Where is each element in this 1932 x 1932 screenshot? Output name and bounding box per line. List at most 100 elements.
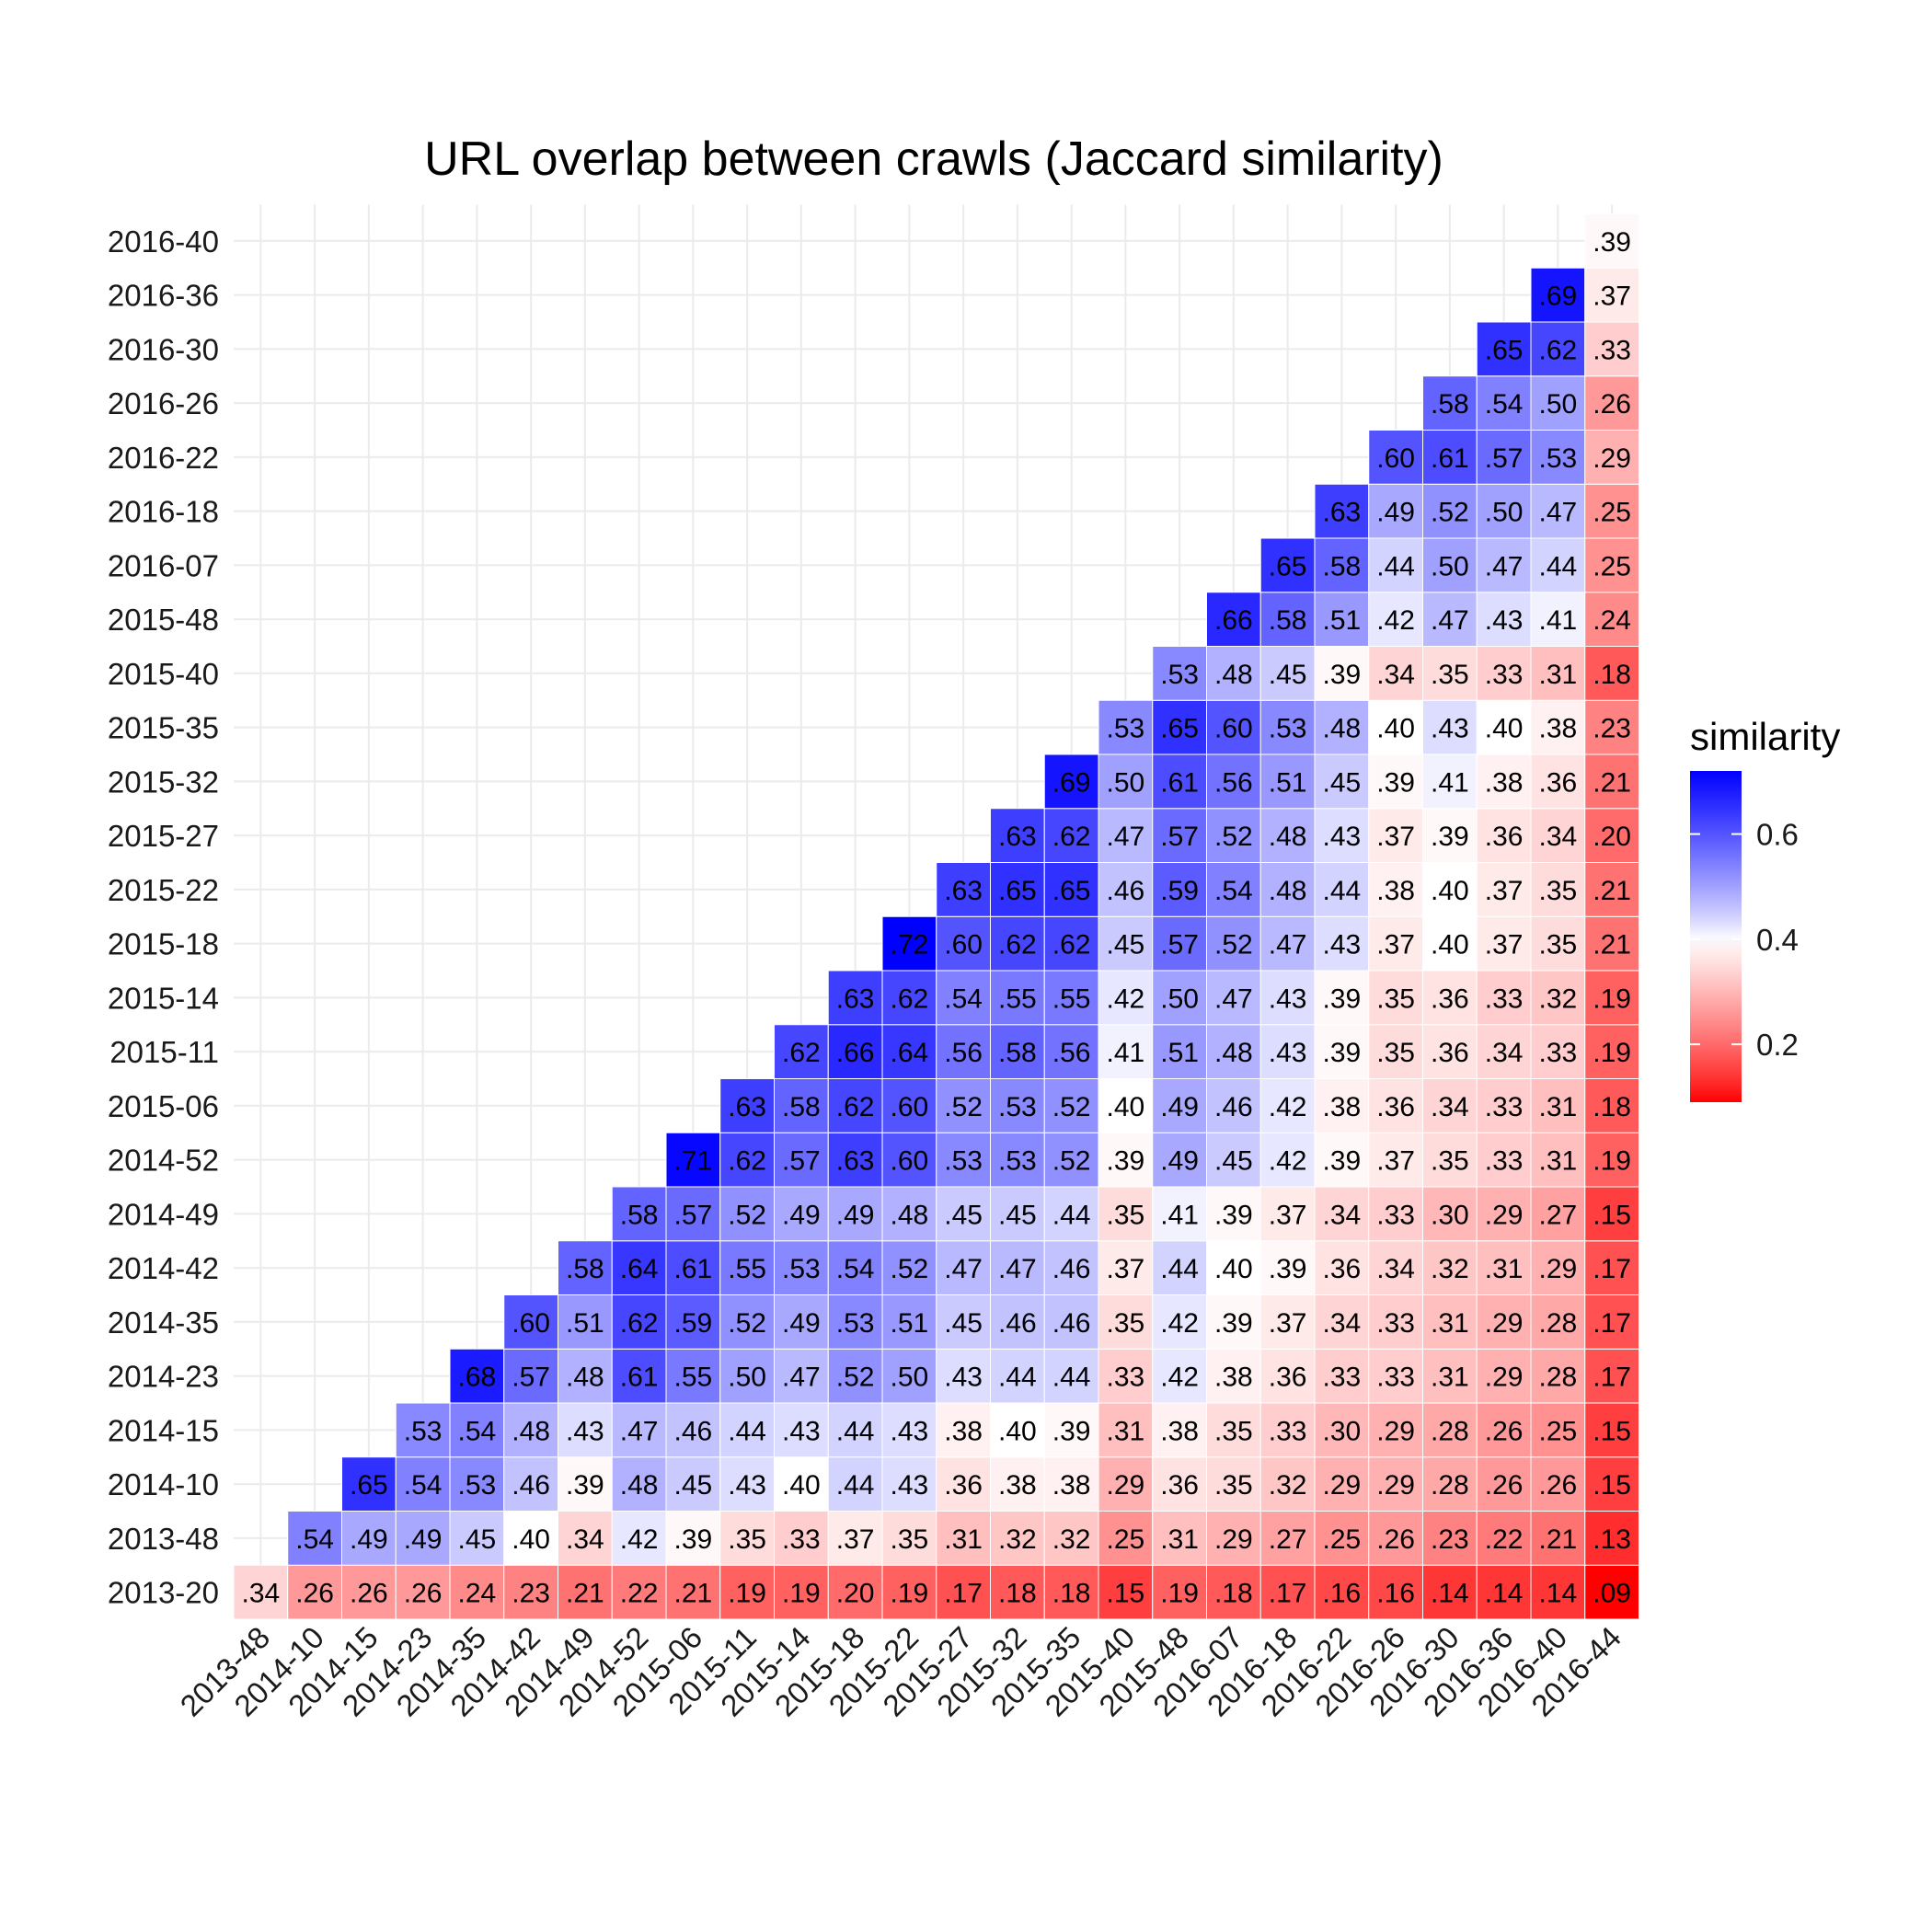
cell-value-label: .36	[1431, 1038, 1469, 1068]
cell-value-label: .29	[1539, 1254, 1578, 1284]
heatmap-cell	[1314, 646, 1370, 701]
cell-value-label: .26	[350, 1579, 388, 1609]
cell-value-label: .43	[566, 1416, 604, 1446]
heatmap-cell	[1152, 1294, 1207, 1350]
cell-value-label: .23	[1431, 1524, 1469, 1555]
cell-value-label: .47	[1539, 498, 1578, 528]
heatmap-cell	[936, 1456, 991, 1512]
cell-value-label: .32	[1539, 983, 1578, 1014]
cell-value-label: .52	[1052, 1092, 1091, 1122]
cell-value-label: .38	[1539, 714, 1578, 744]
heatmap-cell	[1476, 592, 1532, 647]
heatmap-cell	[1530, 267, 1586, 323]
heatmap-cell	[1368, 1024, 1423, 1079]
heatmap-cell	[827, 1078, 883, 1133]
cell-value-label: .22	[620, 1579, 659, 1609]
heatmap-cell	[1422, 1186, 1478, 1242]
heatmap-cell	[1152, 699, 1207, 755]
cell-value-label: .33	[1539, 1038, 1578, 1068]
cell-value-label: .15	[1593, 1200, 1631, 1230]
cell-value-label: .43	[728, 1470, 766, 1501]
y-tick-label: 2013-20	[108, 1576, 219, 1610]
heatmap-cell	[1259, 915, 1316, 972]
heatmap-cell	[1259, 1402, 1316, 1458]
cell-value-label: .20	[836, 1579, 875, 1609]
cell-value-label: .46	[1052, 1308, 1091, 1339]
cell-value-label: .28	[1539, 1308, 1578, 1339]
cell-value-label: .62	[782, 1038, 821, 1068]
cell-value-label: .36	[1539, 767, 1578, 798]
cell-value-label: .36	[1485, 822, 1524, 852]
heatmap-cell	[1043, 862, 1099, 917]
heatmap-cell	[1259, 1024, 1316, 1079]
heatmap-cell	[990, 1294, 1045, 1350]
cell-value-label: .53	[1107, 714, 1145, 744]
cell-value-label: .48	[1214, 1038, 1253, 1068]
cell-value-label: .37	[1376, 822, 1415, 852]
heatmap-cell	[1530, 1186, 1586, 1242]
heatmap-cell	[1584, 1348, 1639, 1404]
heatmap-cell	[1422, 915, 1478, 972]
heatmap-cell	[1259, 1294, 1316, 1350]
cell-value-label: .33	[782, 1524, 821, 1555]
heatmap-cell	[1476, 646, 1532, 701]
cell-value-label: .44	[1052, 1200, 1091, 1230]
heatmap-cell	[1043, 1078, 1099, 1133]
heatmap-cell	[1206, 1240, 1261, 1295]
heatmap-cell	[1098, 1240, 1154, 1295]
heatmap-cell	[665, 1348, 721, 1404]
heatmap-cell	[1476, 1186, 1532, 1242]
heatmap-cell	[1259, 1186, 1316, 1242]
cell-value-label: .31	[1539, 1146, 1578, 1177]
cell-value-label: .65	[1485, 335, 1524, 365]
cell-value-label: .37	[1485, 876, 1524, 906]
heatmap-cell	[558, 1294, 613, 1350]
heatmap-cell	[1476, 1456, 1532, 1512]
cell-value-label: .34	[1376, 1254, 1415, 1284]
cell-value-label: .58	[1269, 605, 1307, 636]
y-axis: 2013-20 2013-48 2014-10 2014-15 2014-23 2014-…	[108, 224, 219, 1610]
cell-value-label: .35	[1539, 930, 1578, 960]
legend: similarity 0.2 0.4 0.6	[1690, 715, 1840, 1102]
cell-value-label: .53	[458, 1470, 497, 1501]
heatmap-cell	[1259, 753, 1316, 810]
cell-value-label: .44	[728, 1416, 766, 1446]
cell-value-label: .58	[1431, 389, 1469, 420]
heatmap-cell	[1368, 1078, 1423, 1133]
cell-value-label: .55	[998, 983, 1037, 1014]
heatmap-cell	[1043, 970, 1099, 1026]
cell-value-label: .29	[1485, 1363, 1524, 1393]
cell-value-label: .32	[1431, 1254, 1469, 1284]
heatmap-cell	[287, 1511, 342, 1566]
cell-value-label: .43	[1431, 714, 1469, 744]
cell-value-label: .21	[566, 1579, 604, 1609]
cell-value-label: .26	[404, 1579, 443, 1609]
cell-value-label: .35	[891, 1524, 929, 1555]
heatmap-cell	[1584, 1294, 1639, 1350]
heatmap-cell	[1043, 1564, 1099, 1620]
heatmap-cell	[990, 970, 1045, 1026]
cell-value-label: .46	[674, 1416, 713, 1446]
heatmap-cell	[1584, 1564, 1639, 1620]
heatmap-cell	[1098, 753, 1154, 810]
heatmap-cell	[719, 1511, 775, 1566]
cell-value-label: .66	[836, 1038, 875, 1068]
heatmap-cell	[827, 1024, 883, 1079]
heatmap-cell	[1530, 1024, 1586, 1079]
heatmap-cell	[1422, 375, 1478, 431]
cell-value-label: .40	[1376, 714, 1415, 744]
heatmap-cell	[719, 1186, 775, 1242]
heatmap-cell	[990, 1078, 1045, 1133]
cell-value-label: .29	[1376, 1470, 1415, 1501]
cell-value-label: .48	[1269, 822, 1307, 852]
cell-value-label: .52	[1214, 930, 1253, 960]
heatmap-cell	[1530, 862, 1586, 917]
heatmap-cell	[719, 1132, 775, 1188]
cell-value-label: .38	[1052, 1470, 1091, 1501]
cell-value-label: .46	[512, 1470, 550, 1501]
cell-value-label: .46	[1214, 1092, 1253, 1122]
heatmap-cell	[1152, 1024, 1207, 1079]
cell-value-label: .39	[1376, 767, 1415, 798]
y-tick-label: 2015-27	[108, 819, 219, 853]
